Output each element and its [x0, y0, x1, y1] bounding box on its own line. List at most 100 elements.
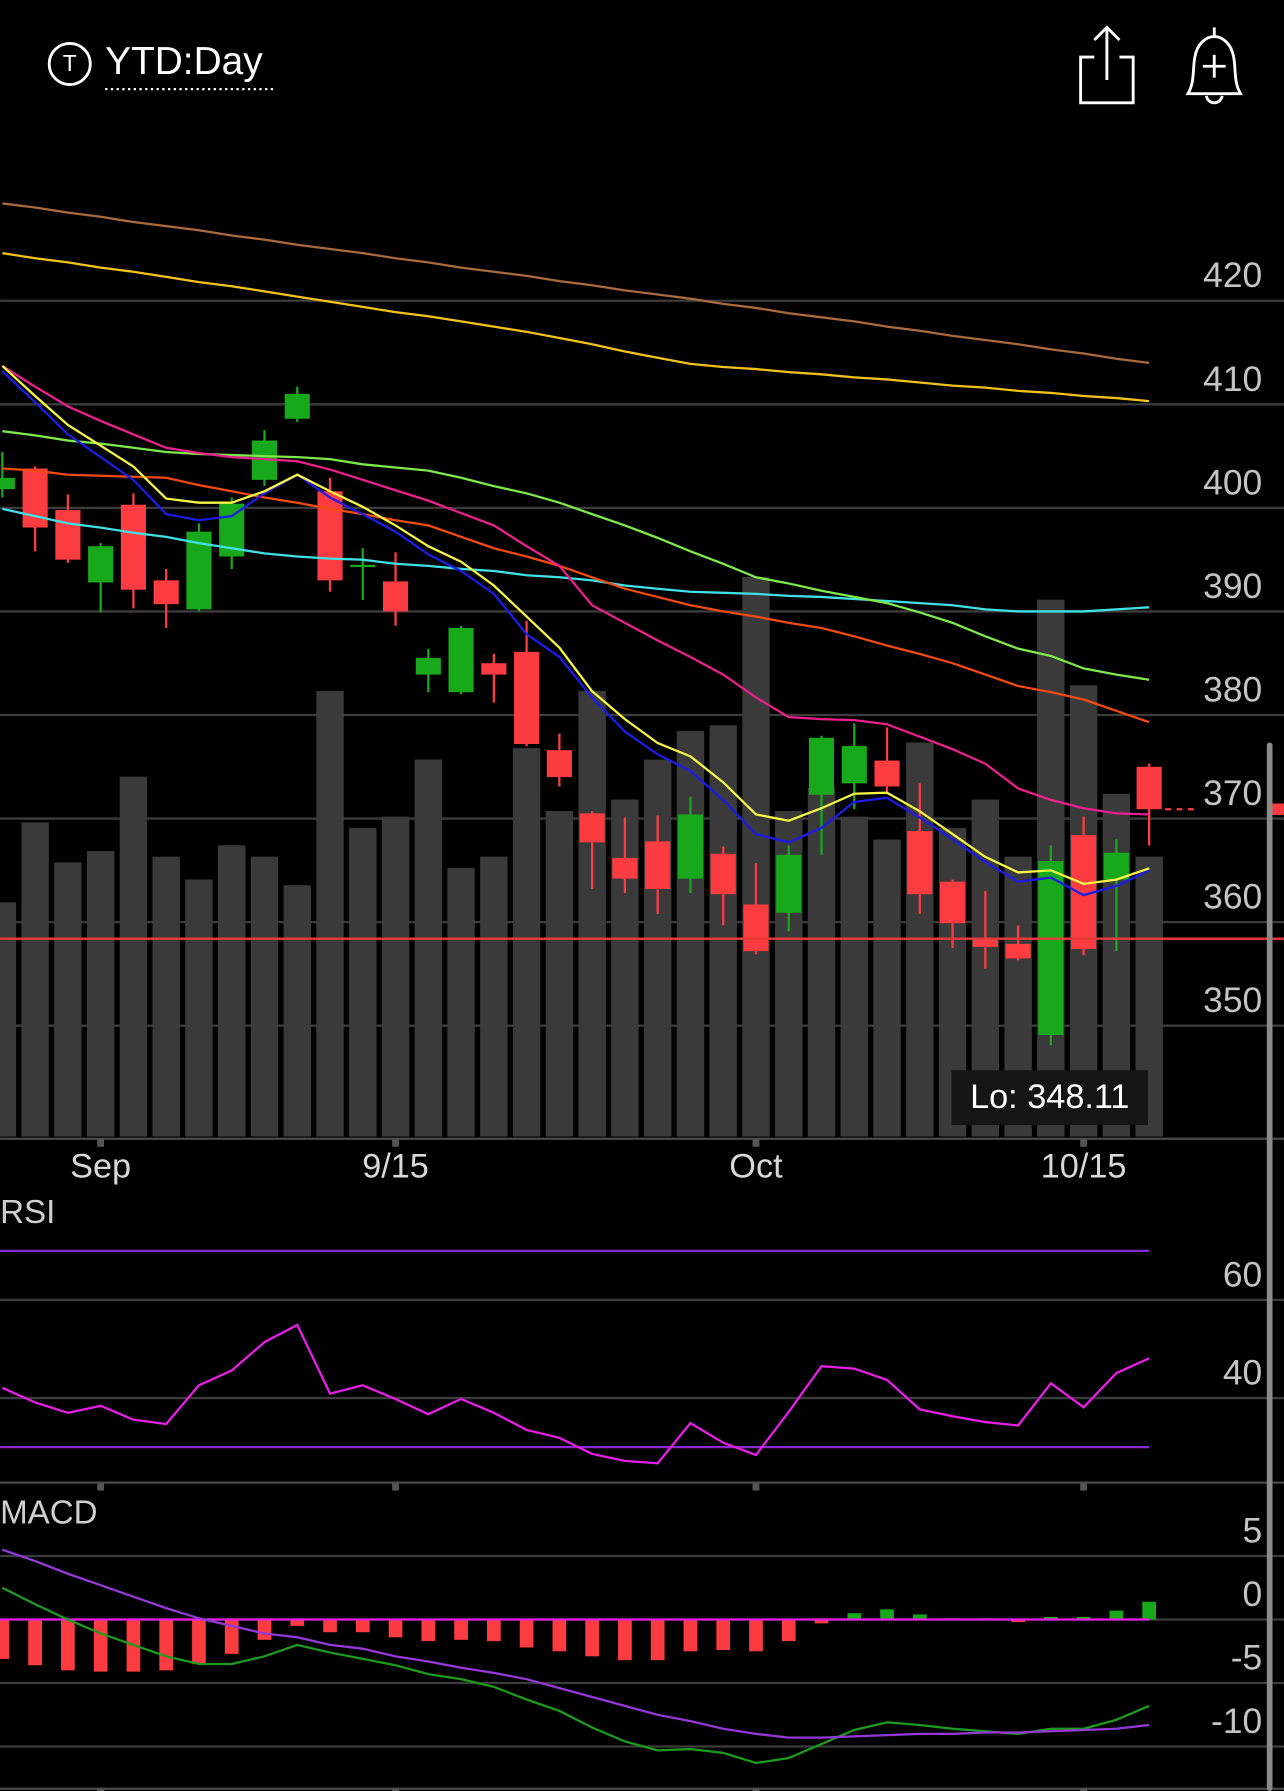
candle-body	[120, 504, 146, 590]
candle-body	[382, 581, 409, 612]
macd-histogram-bar	[61, 1619, 75, 1671]
y-tick-label: 400	[1203, 462, 1262, 502]
volume-bar	[742, 576, 770, 1137]
volume-bar	[873, 839, 901, 1137]
volume-bar	[447, 868, 475, 1137]
last-price-marker	[1272, 803, 1284, 815]
candle-body	[874, 760, 900, 787]
macd-histogram-bar	[1109, 1610, 1124, 1620]
volume-bar	[414, 759, 443, 1137]
candle-body	[972, 939, 998, 947]
symbol-icon	[47, 41, 92, 86]
candle-body	[776, 854, 802, 913]
volume-bar	[512, 748, 541, 1137]
symbol-button[interactable]: T YTD:Day	[47, 40, 275, 91]
scrollbar[interactable]	[1266, 742, 1273, 1791]
macd-histogram-bar	[1011, 1619, 1025, 1623]
volume-bar	[545, 810, 574, 1137]
macd-histogram-bar	[1142, 1601, 1157, 1620]
volume-bar	[250, 856, 279, 1137]
volume-bar	[316, 691, 344, 1137]
annotation-box	[951, 1070, 1149, 1126]
macd-histogram-bar	[454, 1619, 468, 1640]
candle-body	[350, 564, 376, 568]
macd-histogram-bar	[93, 1619, 108, 1672]
macd-histogram-bar	[28, 1619, 42, 1666]
macd-histogram-bar	[159, 1619, 174, 1671]
bell-icon-plus	[1202, 27, 1226, 105]
candle-body	[710, 853, 736, 895]
macd-histogram-bar	[585, 1619, 599, 1657]
macd-histogram-bar	[847, 1613, 862, 1620]
y-tick-label: 390	[1203, 566, 1262, 606]
candle-body	[1038, 861, 1064, 1036]
macd-histogram-bar	[257, 1619, 272, 1640]
timeframe-label: YTD:Day	[105, 40, 263, 83]
moving-average-line	[1, 365, 1150, 886]
macd-histogram-bar	[749, 1619, 763, 1652]
macd-histogram-bar	[323, 1619, 337, 1633]
macd-histogram-bar	[618, 1619, 632, 1661]
moving-average-line	[1, 365, 1150, 816]
macd-histogram-bar	[355, 1619, 370, 1633]
x-tick-label: 9/15	[362, 1148, 429, 1186]
y-tick-label: 350	[1203, 980, 1262, 1020]
y-tick-label: 420	[1203, 255, 1262, 295]
y-tick-label: 5	[1243, 1511, 1263, 1551]
volume-bar	[86, 850, 115, 1137]
moving-average-line	[2, 507, 1150, 613]
y-tick-label: 40	[1223, 1353, 1262, 1393]
macd-histogram-bar	[912, 1614, 927, 1620]
macd-histogram-bar	[716, 1619, 731, 1651]
y-tick-label: 370	[1203, 773, 1262, 813]
candle-body	[907, 830, 933, 895]
volume-bar	[0, 902, 17, 1137]
volume-bar	[840, 816, 868, 1137]
candle-body	[448, 627, 474, 693]
moving-average-line	[2, 202, 1150, 365]
rsi-title: RSI	[0, 1194, 55, 1231]
macd-histogram-bar	[650, 1619, 665, 1661]
candle-body	[677, 814, 704, 879]
candle-body	[415, 658, 441, 675]
symbol-icon-label: T	[63, 50, 77, 76]
macd-line	[1, 1548, 1150, 1739]
x-tick-label: Oct	[729, 1148, 783, 1186]
macd-histogram-bar	[519, 1619, 534, 1648]
candle-body	[317, 491, 343, 581]
macd-histogram-bar	[814, 1619, 829, 1624]
share-button[interactable]	[1079, 25, 1135, 105]
plot-layer: 350 360 370 380 390 400 410 420 Lo: 348.11 40 60 5 0…	[0, 202, 1284, 1791]
y-tick-label: 410	[1203, 359, 1262, 399]
x-tick-label: 10/15	[1041, 1148, 1127, 1186]
volume-bar	[578, 691, 606, 1137]
y-tick-label: 380	[1203, 669, 1262, 709]
candle-body	[841, 746, 867, 784]
y-tick-label: -5	[1231, 1638, 1262, 1678]
macd-histogram-bar	[683, 1619, 698, 1652]
candle-body	[743, 904, 769, 952]
volume-bar	[185, 879, 213, 1137]
moving-average-line	[2, 251, 1150, 403]
volume-bar	[349, 828, 377, 1137]
candle-body	[808, 737, 835, 795]
candle-body	[1136, 766, 1162, 810]
candle-body	[153, 580, 179, 605]
candle-body	[1005, 943, 1031, 959]
macd-histogram-bar	[1044, 1616, 1058, 1620]
macd-histogram-bar	[290, 1619, 305, 1626]
macd-histogram-bar	[421, 1619, 436, 1642]
rsi-line	[1, 1323, 1150, 1465]
alert-button[interactable]	[1185, 27, 1244, 105]
candle-body	[284, 393, 310, 419]
volume-bar	[218, 845, 246, 1137]
macd-histogram-bar	[0, 1619, 10, 1659]
x-tick-label: Sep	[70, 1148, 131, 1186]
candle-body	[481, 663, 507, 675]
candle-body	[0, 477, 15, 490]
candle-body	[88, 546, 114, 583]
y-tick-label: 60	[1223, 1254, 1262, 1294]
